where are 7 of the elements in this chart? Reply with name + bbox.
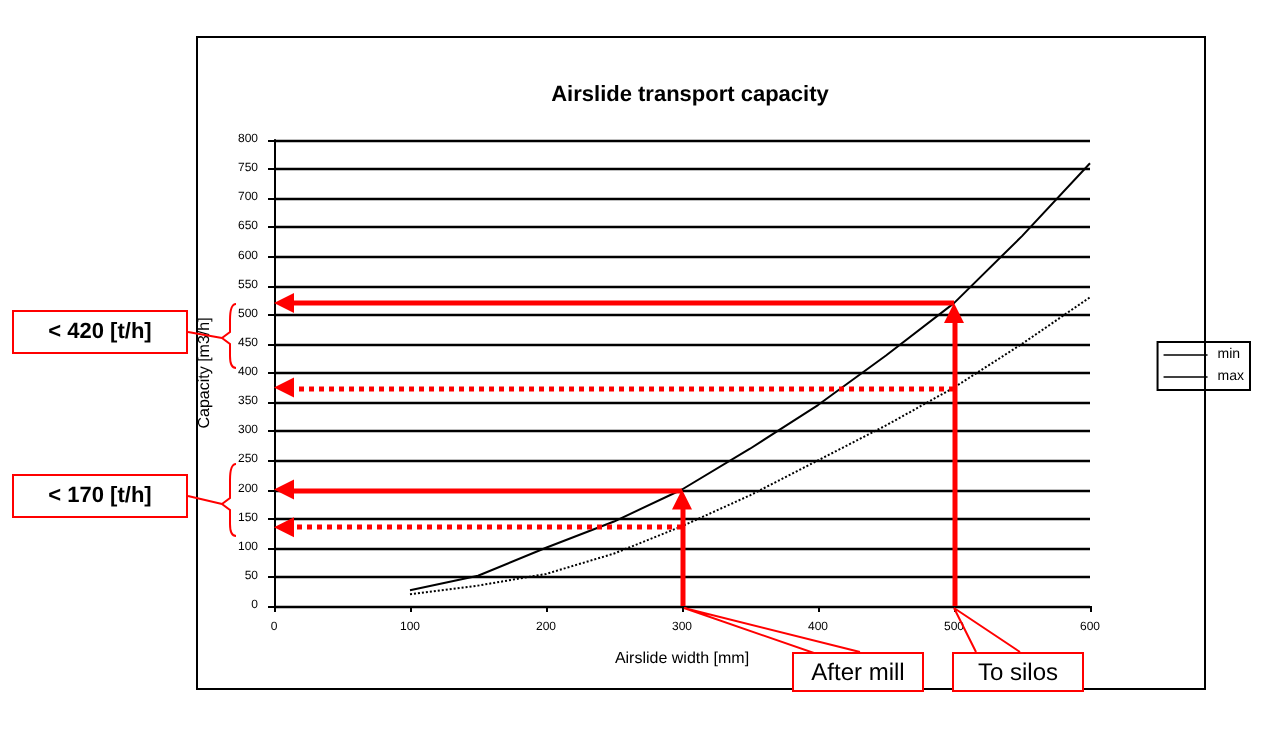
text: < 420 [t/h]	[12, 310, 188, 354]
y-axis-title: Capacity [m3/h]	[195, 317, 213, 429]
text: < 170 [t/h]	[12, 474, 188, 518]
chart-title: Airslide transport capacity	[551, 83, 831, 107]
x-axis-title: Airslide width [mm]	[614, 649, 750, 667]
text: To silos	[952, 652, 1084, 692]
text: After mill	[792, 652, 924, 692]
